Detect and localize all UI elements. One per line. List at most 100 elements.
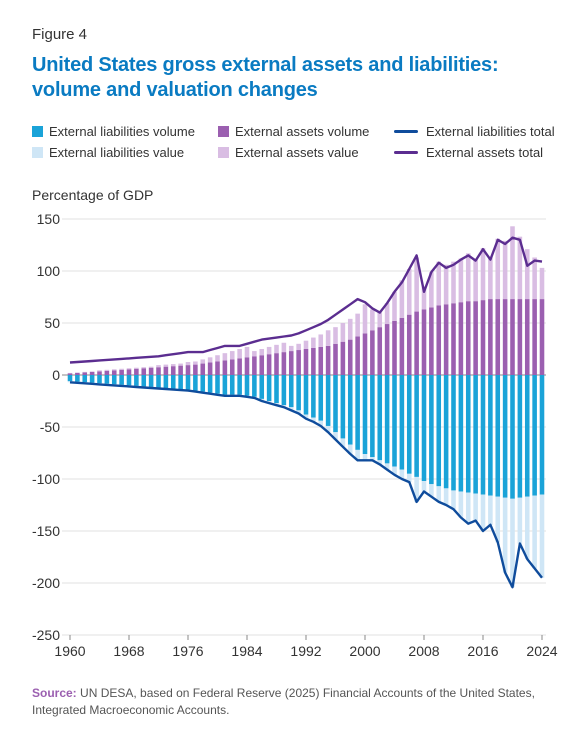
- bar-liab-volume: [200, 375, 206, 392]
- bar-liab-volume: [119, 375, 124, 385]
- bar-asset-volume: [406, 314, 412, 375]
- bar-asset-volume: [539, 299, 545, 375]
- bar-asset-volume: [75, 372, 80, 375]
- bar-asset-value: [288, 345, 294, 352]
- bar-asset-volume: [119, 369, 124, 375]
- legend-item-asset-value: External assets value: [218, 145, 359, 160]
- legend-swatch-liab-volume: [32, 126, 43, 137]
- bar-asset-volume: [200, 363, 206, 375]
- bar-asset-value: [104, 369, 110, 371]
- bar-asset-value: [488, 257, 493, 300]
- legend-line-liab-total: [394, 130, 418, 133]
- bar-liab-value: [67, 381, 73, 383]
- bar-liab-volume: [392, 375, 397, 467]
- bar-asset-value: [392, 291, 397, 321]
- bar-asset-value: [82, 371, 88, 373]
- bar-liab-value: [473, 493, 478, 521]
- bar-asset-value: [325, 330, 331, 346]
- bar-asset-volume: [414, 311, 419, 375]
- bar-liab-value: [532, 495, 537, 569]
- bar-liab-value: [495, 496, 501, 543]
- bar-liab-volume: [473, 375, 478, 494]
- bar-liab-value: [480, 494, 486, 531]
- bar-liab-volume: [458, 375, 464, 492]
- y-tick-label: -250: [32, 627, 60, 643]
- bar-liab-value: [303, 414, 309, 419]
- line-liab-total: [69, 381, 543, 589]
- bar-liab-volume: [215, 375, 220, 394]
- bar-liab-volume: [451, 375, 456, 491]
- bar-asset-value: [67, 372, 73, 374]
- legend-label-asset-value: External assets value: [235, 145, 359, 160]
- bar-asset-volume: [451, 303, 456, 375]
- bar-liab-volume: [185, 375, 191, 390]
- bar-asset-volume: [347, 339, 353, 375]
- bar-liab-value: [333, 432, 338, 440]
- bar-liab-value: [539, 494, 545, 578]
- bar-liab-value: [502, 497, 508, 573]
- bar-asset-value: [193, 361, 198, 365]
- bar-liab-volume: [170, 375, 176, 389]
- bar-liab-volume: [82, 375, 88, 383]
- bar-liab-volume: [318, 375, 324, 421]
- bar-liab-value: [451, 490, 456, 510]
- bar-liab-volume: [281, 375, 287, 406]
- bar-asset-value: [333, 327, 338, 344]
- bar-liab-value: [517, 497, 523, 544]
- bar-asset-volume: [296, 350, 301, 375]
- bar-liab-value: [384, 463, 390, 470]
- bar-asset-value: [465, 253, 471, 302]
- bar-asset-volume: [89, 371, 95, 375]
- bar-asset-volume: [111, 370, 117, 375]
- bar-liab-value: [510, 498, 515, 588]
- x-tick-label: 1976: [172, 643, 203, 659]
- bar-asset-value: [443, 264, 449, 305]
- y-tick-label: 150: [37, 211, 61, 227]
- bar-asset-volume: [429, 307, 434, 375]
- bar-liab-value: [429, 484, 434, 497]
- bar-asset-value: [318, 334, 324, 347]
- bar-liab-value: [458, 491, 464, 518]
- bar-asset-value: [510, 226, 515, 300]
- bar-liab-volume: [377, 375, 383, 461]
- bar-liab-value: [399, 469, 405, 479]
- legend-swatch-liab-value: [32, 147, 43, 158]
- y-tick-label: -100: [32, 471, 60, 487]
- bar-liab-volume: [333, 375, 338, 433]
- bar-asset-value: [532, 257, 537, 300]
- bar-liab-value: [377, 460, 383, 465]
- bar-asset-value: [178, 363, 183, 366]
- x-tick-label: 2008: [408, 643, 439, 659]
- bar-liab-volume: [229, 375, 235, 395]
- bar-asset-value: [311, 337, 316, 348]
- bar-liab-volume: [67, 375, 73, 382]
- bar-asset-volume: [281, 352, 287, 375]
- bar-asset-value: [502, 240, 508, 300]
- bar-liab-value: [443, 488, 449, 505]
- bar-asset-value: [480, 248, 486, 301]
- bar-asset-volume: [244, 357, 250, 375]
- bar-liab-volume: [104, 375, 110, 384]
- legend-label-liab-total: External liabilities total: [426, 124, 555, 139]
- bar-asset-value: [156, 365, 161, 368]
- bar-liab-volume: [237, 375, 242, 395]
- bar-asset-volume: [362, 333, 368, 375]
- bar-asset-volume: [436, 305, 442, 375]
- legend-item-liab-value: External liabilities value: [32, 145, 184, 160]
- bar-asset-volume: [377, 327, 383, 375]
- bar-liab-volume: [340, 375, 346, 439]
- bar-liab-volume: [163, 375, 169, 388]
- bar-liab-volume: [207, 375, 213, 393]
- bar-asset-volume: [510, 299, 515, 375]
- bar-liab-value: [524, 496, 530, 560]
- bar-liab-volume: [252, 375, 257, 397]
- bar-liab-volume: [89, 375, 95, 383]
- bar-asset-value: [259, 349, 265, 356]
- bar-asset-volume: [215, 361, 220, 375]
- bar-asset-value: [421, 286, 427, 310]
- bar-asset-value: [97, 370, 102, 372]
- bar-liab-volume: [488, 375, 493, 496]
- x-tick-label: 2024: [526, 643, 557, 659]
- bar-liab-volume: [311, 375, 316, 418]
- bar-asset-volume: [259, 355, 265, 375]
